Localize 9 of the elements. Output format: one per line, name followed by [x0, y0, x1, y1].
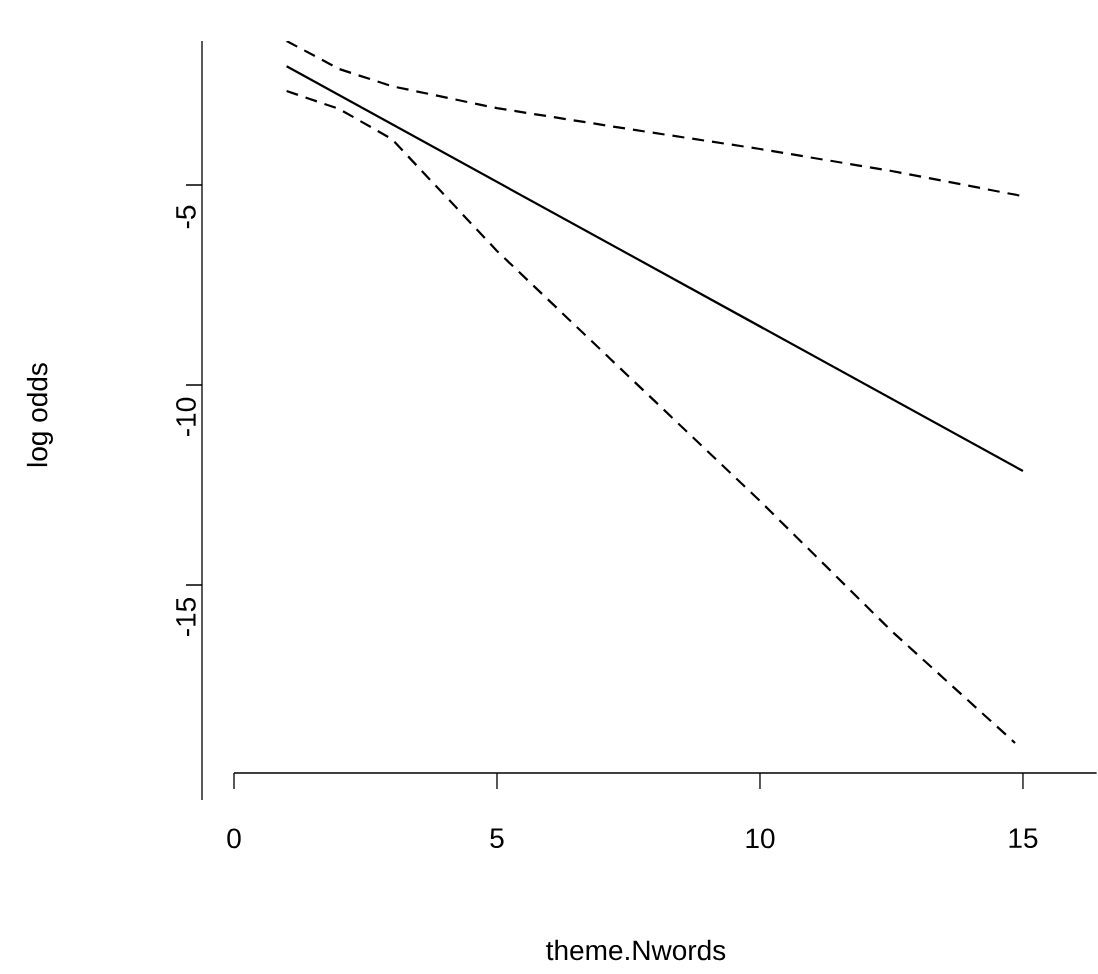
x-tick-label: 10	[746, 828, 775, 849]
y-tick-label: -15	[176, 597, 196, 636]
x-tick-label: 0	[227, 828, 241, 849]
x-tick-label: 15	[1009, 828, 1038, 849]
y-tick-label: -10	[176, 397, 196, 436]
y-axis-title: log odds	[26, 363, 53, 467]
x-tick-label: 5	[490, 828, 504, 849]
x-axis-title: theme.Nwords	[546, 939, 726, 961]
y-tick-label: -5	[176, 205, 196, 229]
